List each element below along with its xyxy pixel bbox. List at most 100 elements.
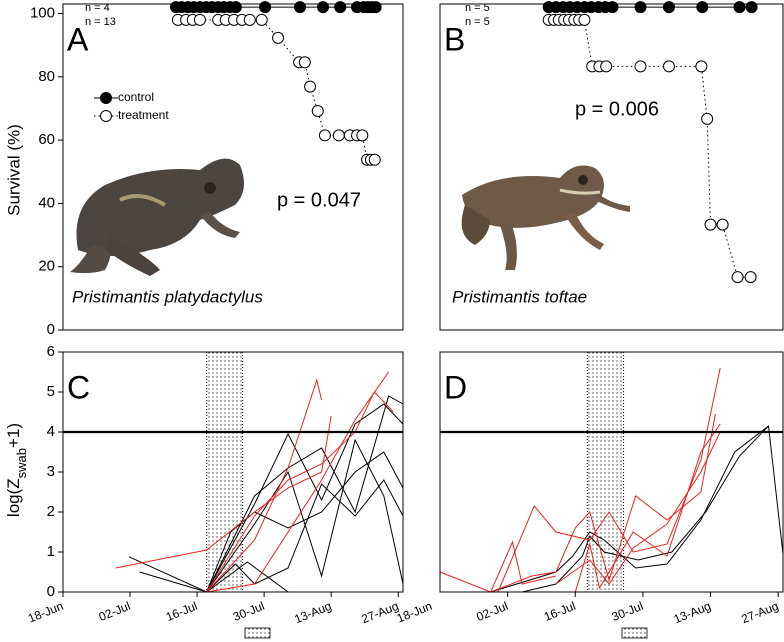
survival-point: [356, 129, 369, 142]
survival-point: [259, 1, 272, 14]
y-tick-label: 2: [47, 503, 55, 520]
x-tick-label: 30-Jul: [610, 599, 646, 624]
infection-line: [555, 423, 721, 593]
survival-point: [369, 1, 382, 14]
survival-point: [662, 1, 675, 14]
infection-line: [206, 371, 390, 593]
survival-point: [229, 1, 242, 14]
survival-point: [696, 1, 709, 14]
y-axis-label: Survival (%): [4, 124, 23, 216]
species-name: Pristimantis platydactylus: [72, 287, 263, 306]
infection-line: [206, 451, 404, 593]
y-tick-label: 6: [47, 343, 55, 360]
x-tick-label: 02-Jul: [97, 599, 133, 624]
x-tick-label: 30-Jul: [231, 599, 267, 624]
survival-point: [304, 80, 317, 93]
survival-point: [368, 153, 381, 166]
survival-point: [294, 1, 307, 14]
survival-point: [731, 271, 744, 284]
survival-point: [318, 129, 331, 142]
survival-point: [298, 56, 311, 69]
x-tick-label: 18-Jun: [395, 599, 434, 626]
infection-line: [439, 540, 557, 593]
y-label-part: log(Z: [4, 478, 23, 517]
frog-photo: [461, 165, 630, 270]
survival-point: [334, 1, 347, 14]
plot-frame: [439, 3, 784, 331]
n-label: n = 13: [85, 16, 116, 28]
frog-photo: [70, 158, 244, 276]
y-label-sub: swab: [14, 448, 29, 478]
treatment-period: [206, 352, 243, 592]
y-tick-label: 40: [38, 194, 55, 211]
survival-point: [606, 1, 619, 14]
infection-line: [206, 561, 289, 593]
survival-point: [744, 271, 757, 284]
n-label: n = 5: [465, 2, 490, 14]
plot-frame: [62, 351, 404, 593]
x-tick-label: 18-Jun: [26, 599, 65, 626]
survival-point: [255, 13, 268, 26]
n-label: n = 5: [465, 16, 490, 28]
survival-point: [332, 129, 345, 142]
y-label-part: +1): [4, 423, 23, 448]
infection-line: [464, 367, 721, 593]
legend-label: treatment: [118, 108, 169, 122]
survival-point: [243, 13, 256, 26]
p-value: p = 0.047: [277, 189, 361, 211]
survival-point: [701, 112, 714, 125]
species-name: Pristimantis toftae: [452, 287, 587, 306]
survival-point: [578, 13, 591, 26]
y-tick-label: 0: [47, 583, 55, 600]
x-tick-label: 13-Aug: [292, 599, 333, 626]
panel-label: C: [67, 369, 90, 405]
survival-point: [600, 60, 613, 73]
survival-point: [311, 104, 324, 117]
survival-point: [695, 60, 708, 73]
x-tick-label: 13-Aug: [672, 599, 713, 626]
survival-point: [272, 31, 285, 44]
y-tick-label: 1: [47, 543, 55, 560]
x-tick-label: 27-Aug: [739, 599, 780, 626]
y-tick-label: 5: [47, 383, 55, 400]
infection-line: [128, 395, 404, 593]
infection-line: [522, 425, 769, 593]
y-tick-label: 4: [47, 423, 55, 440]
plot-frame: [62, 3, 404, 331]
survival-point: [193, 13, 206, 26]
x-tick-label: 02-Jul: [474, 599, 510, 624]
survival-point: [662, 60, 675, 73]
panel-label: A: [67, 21, 89, 57]
survival-point: [733, 1, 746, 14]
infection-line: [555, 431, 721, 585]
panel-label: B: [444, 21, 465, 57]
infection-line: [490, 425, 784, 593]
y-tick-label: 80: [38, 68, 55, 85]
plot-frame: [439, 351, 784, 593]
survival-line: [548, 19, 751, 278]
legend-label: control: [118, 90, 154, 104]
survival-point: [317, 1, 330, 14]
survival-point: [716, 218, 729, 231]
period-legend: [621, 627, 648, 639]
survival-point: [634, 1, 647, 14]
x-tick-label: 16-Jul: [542, 599, 578, 624]
y-tick-label: 60: [38, 131, 55, 148]
period-legend: [244, 627, 271, 639]
y-tick-label: 0: [47, 321, 55, 338]
n-label: n = 4: [85, 2, 110, 14]
legend-marker: [100, 92, 112, 104]
infection-line: [206, 378, 323, 593]
legend-marker: [100, 110, 112, 122]
y-tick-label: 3: [47, 463, 55, 480]
y-tick-label: 100: [30, 4, 55, 21]
survival-point: [634, 60, 647, 73]
panel-label: D: [444, 369, 467, 405]
y-axis-label: log(Zswab+1): [4, 423, 28, 517]
infection-line: [206, 438, 404, 593]
infection-line: [490, 413, 716, 593]
x-tick-label: 16-Jul: [164, 599, 200, 624]
y-tick-label: 20: [38, 258, 55, 275]
